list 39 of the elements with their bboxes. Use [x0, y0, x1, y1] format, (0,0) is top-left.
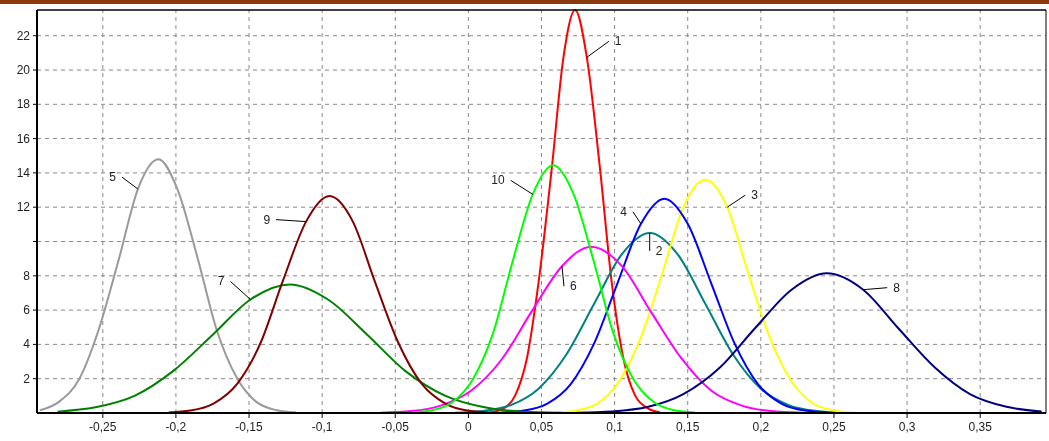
text: 7 [217, 274, 225, 289]
x-tick-label: 0,05 [529, 420, 554, 434]
y-tick-label: 4 [23, 337, 31, 352]
x-tick-label: -0,15 [235, 420, 264, 434]
x-tick-label: 0,25 [822, 420, 846, 434]
text: 3 [751, 188, 759, 203]
series-label: 5 [109, 170, 117, 185]
y-tick-label: 20 [16, 63, 31, 78]
y-tick-label: 14 [16, 165, 31, 180]
y-tick-label: 12 [16, 200, 31, 215]
series-label: 6 [569, 279, 577, 294]
line-series [555, 178, 857, 414]
series-label: 2 [655, 243, 663, 258]
x-tick-label: -0,1 [311, 420, 333, 434]
line-series [167, 195, 492, 414]
line-series [410, 164, 697, 414]
series-label: 8 [893, 280, 901, 295]
y-tick-label: 2 [23, 371, 31, 386]
text: 9 [263, 212, 271, 227]
y-tick-label: 6 [23, 303, 31, 318]
line-series [38, 158, 297, 414]
x-tick-label: 0,35 [968, 420, 993, 434]
y-tick-label: 8 [23, 268, 31, 283]
x-tick-label: 0,3 [898, 420, 916, 434]
x-tick-label: 0,15 [676, 420, 700, 434]
text: 1 [614, 34, 622, 49]
x-tick-label: -0,25 [89, 420, 117, 434]
text: 10 [491, 173, 506, 188]
x-tick-label: 0 [465, 420, 473, 434]
series-label: 4 [620, 204, 628, 219]
x-tick-label: 0,2 [752, 420, 770, 434]
y-tick-label: 22 [16, 28, 31, 43]
x-tick-label: -0,05 [381, 420, 410, 434]
x-tick-label: -0,2 [165, 420, 187, 434]
line-series [499, 197, 830, 414]
y-tick-label: 18 [16, 97, 31, 112]
x-tick-label: 0,1 [606, 420, 624, 434]
line-series [489, 9, 661, 414]
y-tick-label: 16 [16, 131, 31, 146]
